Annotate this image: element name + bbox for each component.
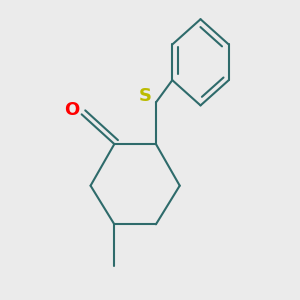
Text: O: O (64, 101, 80, 119)
Text: S: S (139, 87, 152, 105)
